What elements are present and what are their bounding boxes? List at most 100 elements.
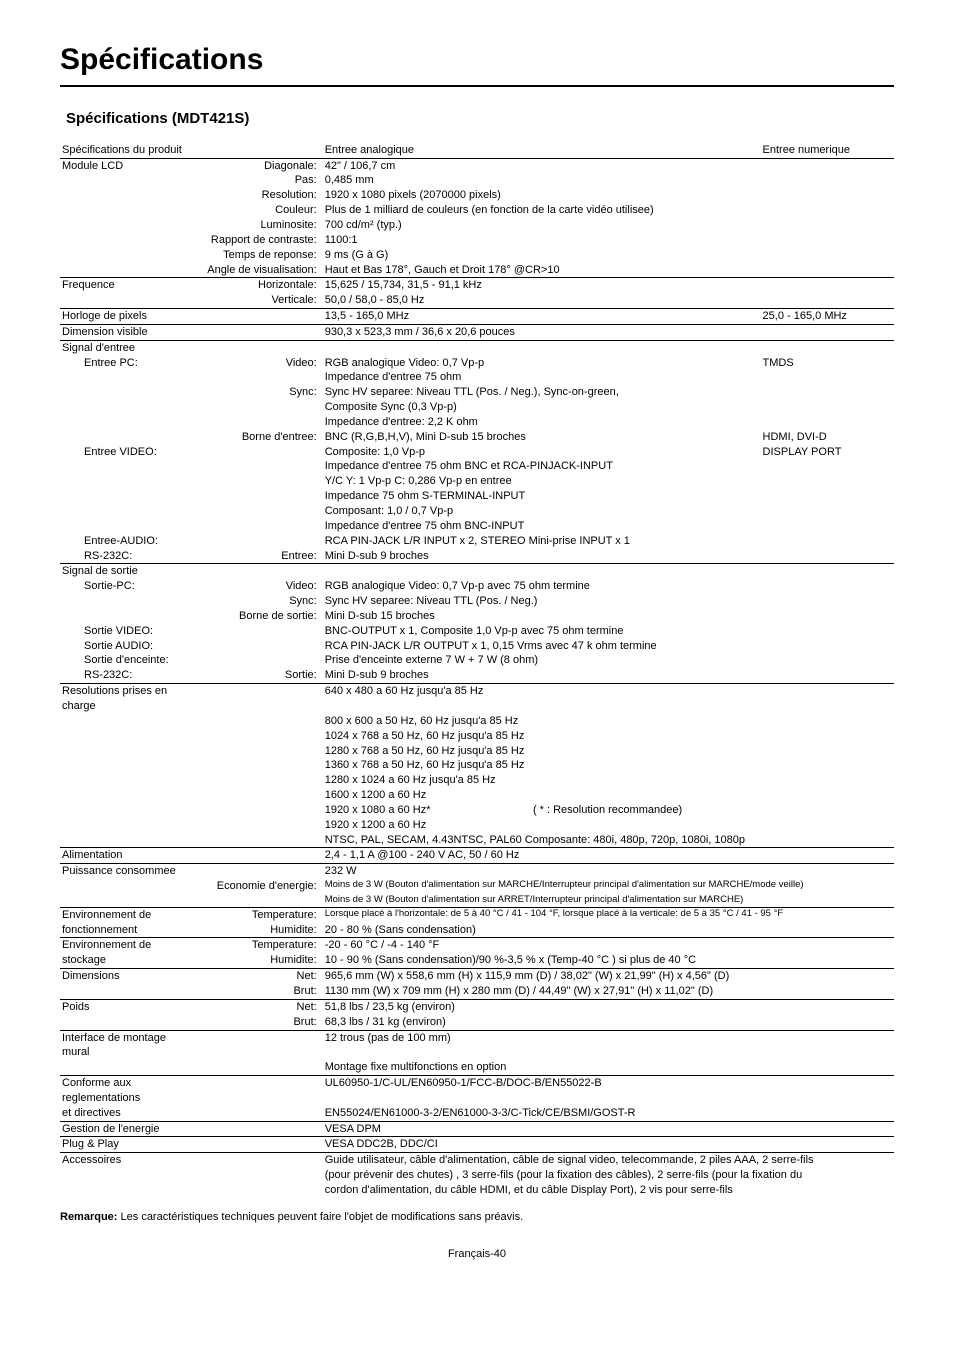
cell-label	[193, 1137, 322, 1153]
table-row: Gestion de l'energie VESA DPM	[60, 1121, 894, 1137]
cell-label	[193, 564, 322, 579]
cell-value: BNC (R,G,B,H,V), Mini D-sub 15 broches	[323, 430, 761, 445]
cell-label: Brut:	[193, 1015, 322, 1030]
cell-value: Composite: 1,0 Vp-p	[323, 445, 761, 460]
page-footer: Français-40	[60, 1247, 894, 1262]
cell-label	[193, 744, 322, 759]
cell-group: Accessoires	[60, 1153, 193, 1168]
table-row: AccessoiresGuide utilisateur, câble d'al…	[60, 1153, 894, 1168]
table-row: Borne d'entree:BNC (R,G,B,H,V), Mini D-s…	[60, 430, 894, 445]
cell-label: Entree:	[193, 549, 322, 564]
cell-group: Resolutions prises en charge	[60, 684, 193, 714]
cell-group	[60, 459, 193, 474]
cell-label	[193, 773, 322, 788]
cell-label	[193, 653, 322, 668]
cell-digital	[761, 1060, 894, 1075]
cell-value: 0,485 mm	[323, 173, 761, 188]
cell-digital	[761, 340, 894, 355]
table-row: RS-232C:Entree:Mini D-sub 9 broches	[60, 549, 894, 564]
cell-group: Gestion de l'energie	[60, 1121, 193, 1137]
cell-value: 50,0 / 58,0 - 85,0 Hz	[323, 293, 761, 308]
cell-label	[193, 864, 322, 879]
cell-value: 1360 x 768 a 50 Hz, 60 Hz jusqu'a 85 Hz	[323, 758, 761, 773]
table-row: Environnement deTemperature:-20 - 60 °C …	[60, 938, 894, 953]
cell-digital	[761, 173, 894, 188]
cell-digital	[761, 504, 894, 519]
cell-value: 232 W	[323, 864, 761, 879]
cell-label: Video:	[193, 356, 322, 371]
cell-label	[193, 445, 322, 460]
cell-value: Impedance 75 ohm S-TERMINAL-INPUT	[323, 489, 761, 504]
cell-label	[193, 818, 322, 833]
cell-label: Borne de sortie:	[193, 609, 322, 624]
table-row: NTSC, PAL, SECAM, 4.43NTSC, PAL60 Compos…	[60, 833, 894, 848]
cell-value: 2,4 - 1,1 A @100 - 240 V AC, 50 / 60 Hz	[323, 848, 761, 864]
cell-label	[193, 459, 322, 474]
cell-digital	[761, 639, 894, 654]
cell-label	[193, 758, 322, 773]
cell-label: Diagonale:	[193, 158, 322, 173]
cell-value: 10 - 90 % (Sans condensation)/90 %-3,5 %…	[323, 953, 761, 968]
table-row: Rapport de contraste:1100:1	[60, 233, 894, 248]
cell-label: Net:	[193, 969, 322, 984]
cell-label: Net:	[193, 999, 322, 1014]
cell-label	[193, 415, 322, 430]
cell-label: Sync:	[193, 594, 322, 609]
table-row: Brut:1130 mm (W) x 709 mm (H) x 280 mm (…	[60, 984, 894, 999]
cell-group	[60, 370, 193, 385]
cell-group: Entree-AUDIO:	[60, 534, 193, 549]
cell-value: (pour prévenir des chutes) , 3 serre-fil…	[323, 1168, 894, 1183]
cell-value: Mini D-sub 15 broches	[323, 609, 761, 624]
cell-digital	[761, 624, 894, 639]
cell-digital	[761, 278, 894, 293]
cell-group	[60, 803, 193, 818]
cell-value: UL60950-1/C-UL/EN60950-1/FCC-B/DOC-B/EN5…	[323, 1076, 761, 1106]
cell-group	[60, 833, 193, 848]
cell-digital	[761, 534, 894, 549]
cell-label: Economie d'energie:	[193, 879, 322, 894]
cell-group	[60, 879, 193, 894]
cell-label	[193, 504, 322, 519]
table-row: Entree VIDEO:Composite: 1,0 Vp-pDISPLAY …	[60, 445, 894, 460]
table-row: Impedance d'entree 75 ohm	[60, 370, 894, 385]
note: Remarque: Les caractéristiques technique…	[60, 1210, 894, 1225]
cell-value: 1920 x 1200 a 60 Hz	[323, 818, 761, 833]
cell-digital	[761, 653, 894, 668]
cell-value: 12 trous (pas de 100 mm)	[323, 1030, 761, 1060]
cell-label	[193, 534, 322, 549]
cell-value: VESA DPM	[323, 1121, 761, 1137]
cell-label	[193, 474, 322, 489]
table-row: Impedance 75 ohm S-TERMINAL-INPUT	[60, 489, 894, 504]
cell-label	[193, 1030, 322, 1060]
cell-digital	[761, 233, 894, 248]
cell-label: Brut:	[193, 984, 322, 999]
cell-label	[193, 1060, 322, 1075]
cell-group	[60, 248, 193, 263]
cell-digital	[761, 1030, 894, 1060]
cell-group: stockage	[60, 953, 193, 968]
cell-digital	[761, 158, 894, 173]
header-row: Spécifications du produit Entree analogi…	[60, 143, 894, 158]
table-row: Signal d'entree	[60, 340, 894, 355]
cell-group	[60, 773, 193, 788]
cell-label	[193, 894, 322, 907]
table-row: 1920 x 1080 a 60 Hz*( * : Resolution rec…	[60, 803, 894, 818]
title-rule	[60, 85, 894, 87]
table-row: Module LCDDiagonale:42" / 106,7 cm	[60, 158, 894, 173]
cell-label: Rapport de contraste:	[193, 233, 322, 248]
cell-value	[323, 340, 761, 355]
cell-label	[193, 519, 322, 534]
cell-group: Horloge de pixels	[60, 309, 193, 325]
table-row: Environnement deTemperature:Lorsque plac…	[60, 907, 894, 922]
cell-group	[60, 519, 193, 534]
cell-label: Pas:	[193, 173, 322, 188]
cell-group: Environnement de	[60, 907, 193, 922]
cell-value: Mini D-sub 9 broches	[323, 668, 761, 683]
cell-digital: DISPLAY PORT	[761, 445, 894, 460]
cell-value: Lorsque placé à l'horizontale: de 5 à 40…	[323, 907, 894, 922]
cell-value: 1100:1	[323, 233, 761, 248]
cell-label	[193, 1153, 322, 1168]
cell-digital	[761, 188, 894, 203]
cell-label	[193, 400, 322, 415]
table-row: Sortie-PC:Video:RGB analogique Video: 0,…	[60, 579, 894, 594]
